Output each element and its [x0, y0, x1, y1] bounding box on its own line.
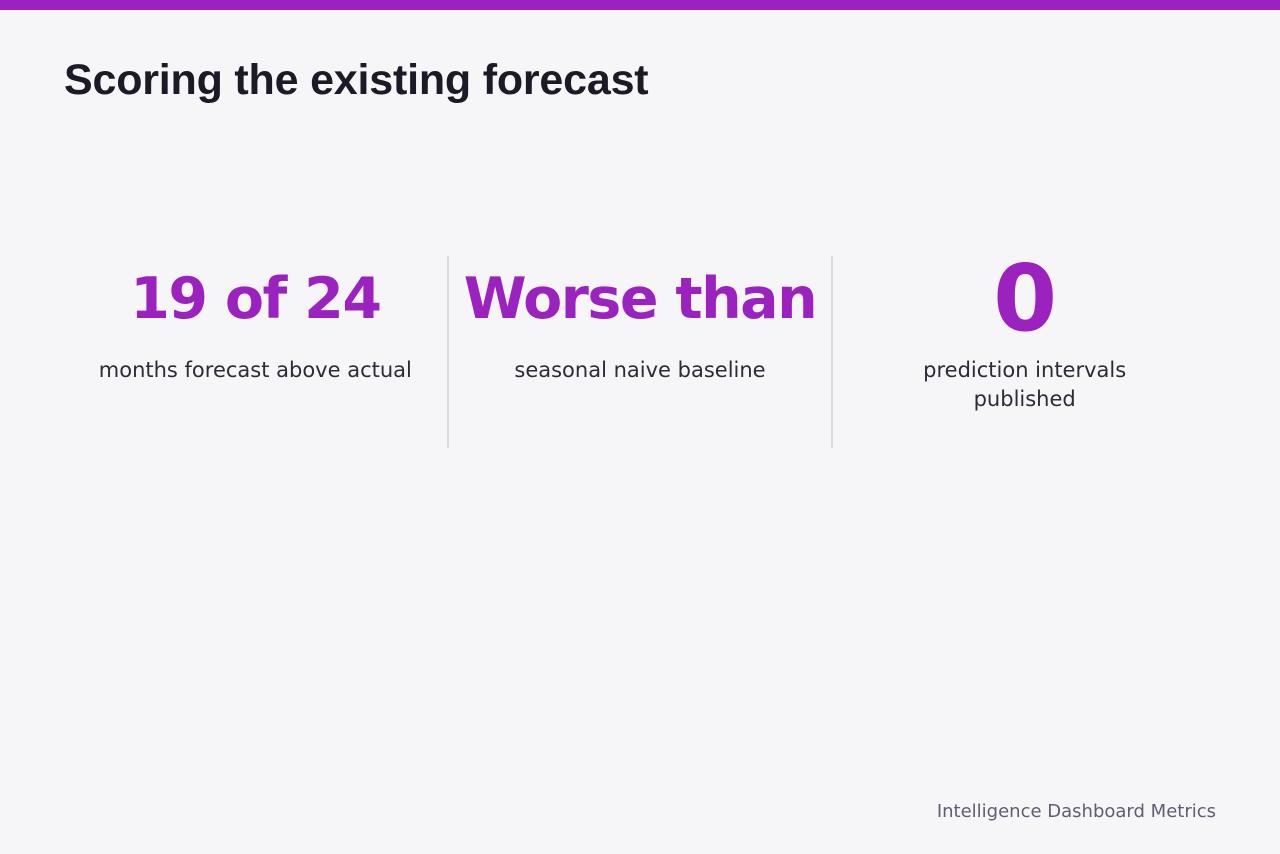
- stat-value: 0: [993, 245, 1057, 352]
- stat-label: months forecast above actual: [98, 358, 412, 382]
- stats-row: 19 of 24 months forecast above actual Wo…: [64, 245, 1216, 448]
- stat-value: Worse than: [463, 266, 818, 332]
- footer-caption: Intelligence Dashboard Metrics: [936, 801, 1216, 822]
- stat-label: seasonal naive baseline: [514, 358, 766, 382]
- stat-vs-baseline: Worse than seasonal naive baseline: [446, 256, 832, 448]
- accent-bar: [0, 0, 1280, 10]
- page-title: Scoring the existing forecast: [64, 56, 649, 104]
- stat-label: prediction intervals published: [923, 358, 1127, 411]
- stat-value: 19 of 24: [130, 266, 382, 332]
- stat-months-over: 19 of 24 months forecast above actual: [64, 256, 447, 448]
- stat-intervals: 0 prediction intervals published: [831, 245, 1216, 448]
